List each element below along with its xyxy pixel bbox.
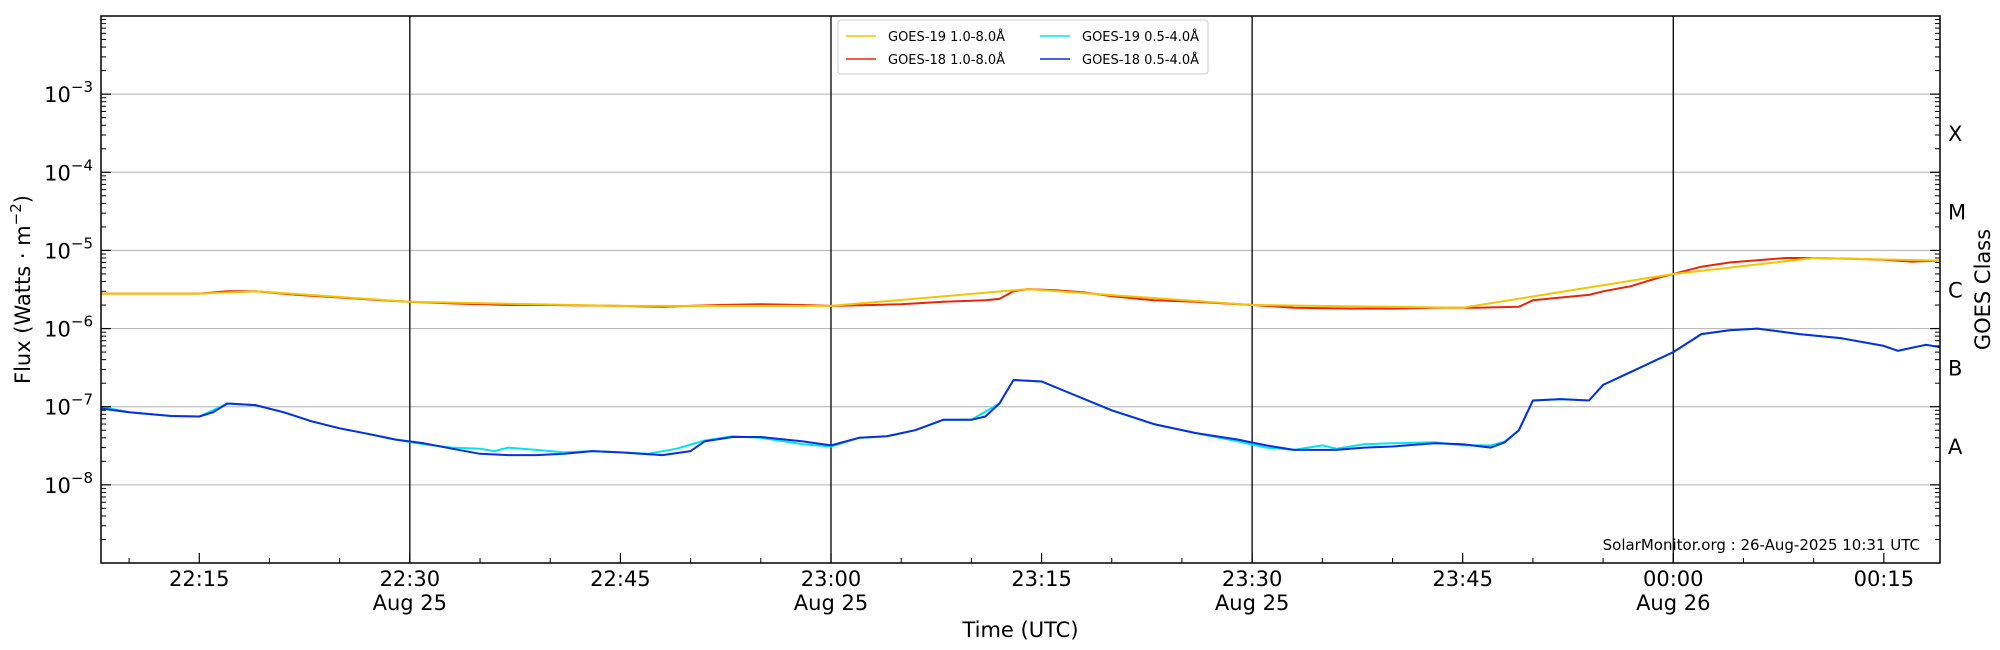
goes-class-label: X bbox=[1948, 122, 1962, 146]
grid-layer bbox=[101, 93, 1940, 486]
legend-label: GOES-19 1.0-8.0Å bbox=[888, 29, 1005, 45]
legend: GOES-19 1.0-8.0Å GOES-18 1.0-8.0Å GOES-19 … bbox=[837, 19, 1209, 75]
series-line-3 bbox=[100, 327, 1941, 457]
goes-class-label: B bbox=[1948, 357, 1962, 381]
x-tick-label: 23:45 bbox=[1432, 567, 1493, 591]
x-tick-label: 22:30 bbox=[380, 567, 441, 591]
x-tick-label: 23:15 bbox=[1011, 567, 1072, 591]
x-tick-date-label: Aug 26 bbox=[1636, 591, 1710, 615]
x-tick-label: 00:15 bbox=[1854, 567, 1915, 591]
credit-text: SolarMonitor.org : 26-Aug-2025 10:31 UTC bbox=[1603, 536, 1920, 554]
x-tick-label: 00:00 bbox=[1643, 567, 1704, 591]
series-line-1 bbox=[101, 257, 1941, 309]
x-tick-date-label: Aug 25 bbox=[373, 591, 447, 615]
legend-label: GOES-18 0.5-4.0Å bbox=[1082, 52, 1199, 68]
y-tick-label: 10−4 bbox=[44, 156, 93, 185]
legend-label: GOES-19 0.5-4.0Å bbox=[1082, 29, 1199, 45]
x-tick-date-label: Aug 25 bbox=[794, 591, 868, 615]
x-tick-label: 22:45 bbox=[590, 567, 651, 591]
y-tick-label: 10−6 bbox=[44, 313, 93, 342]
x-tick-label: 22:15 bbox=[169, 567, 230, 591]
y-tick-label: 10−8 bbox=[44, 469, 93, 498]
series-line-0 bbox=[101, 257, 1941, 310]
x-axis-title: Time (UTC) bbox=[961, 618, 1078, 642]
series-layer bbox=[100, 257, 1941, 457]
day-boundary-lines bbox=[409, 16, 1674, 563]
goes-class-label: M bbox=[1948, 200, 1966, 224]
y-tick-label: 10−3 bbox=[44, 78, 93, 107]
goes-class-label: C bbox=[1948, 279, 1963, 303]
x-tick-label: 23:30 bbox=[1222, 567, 1283, 591]
y-tick-label: 10−5 bbox=[44, 234, 93, 263]
goes-class-axis-title: GOES Class bbox=[1971, 229, 1995, 350]
legend-box bbox=[837, 19, 1209, 75]
x-tick-label: 23:00 bbox=[801, 567, 862, 591]
y-tick-label: 10−7 bbox=[44, 391, 93, 420]
goes-class-label: A bbox=[1948, 435, 1963, 459]
plot-frame bbox=[100, 15, 1941, 564]
y-axis-title: Flux (Watts · m−2) bbox=[7, 195, 35, 384]
x-tick-date-label: Aug 25 bbox=[1215, 591, 1289, 615]
legend-label: GOES-18 1.0-8.0Å bbox=[888, 52, 1005, 68]
